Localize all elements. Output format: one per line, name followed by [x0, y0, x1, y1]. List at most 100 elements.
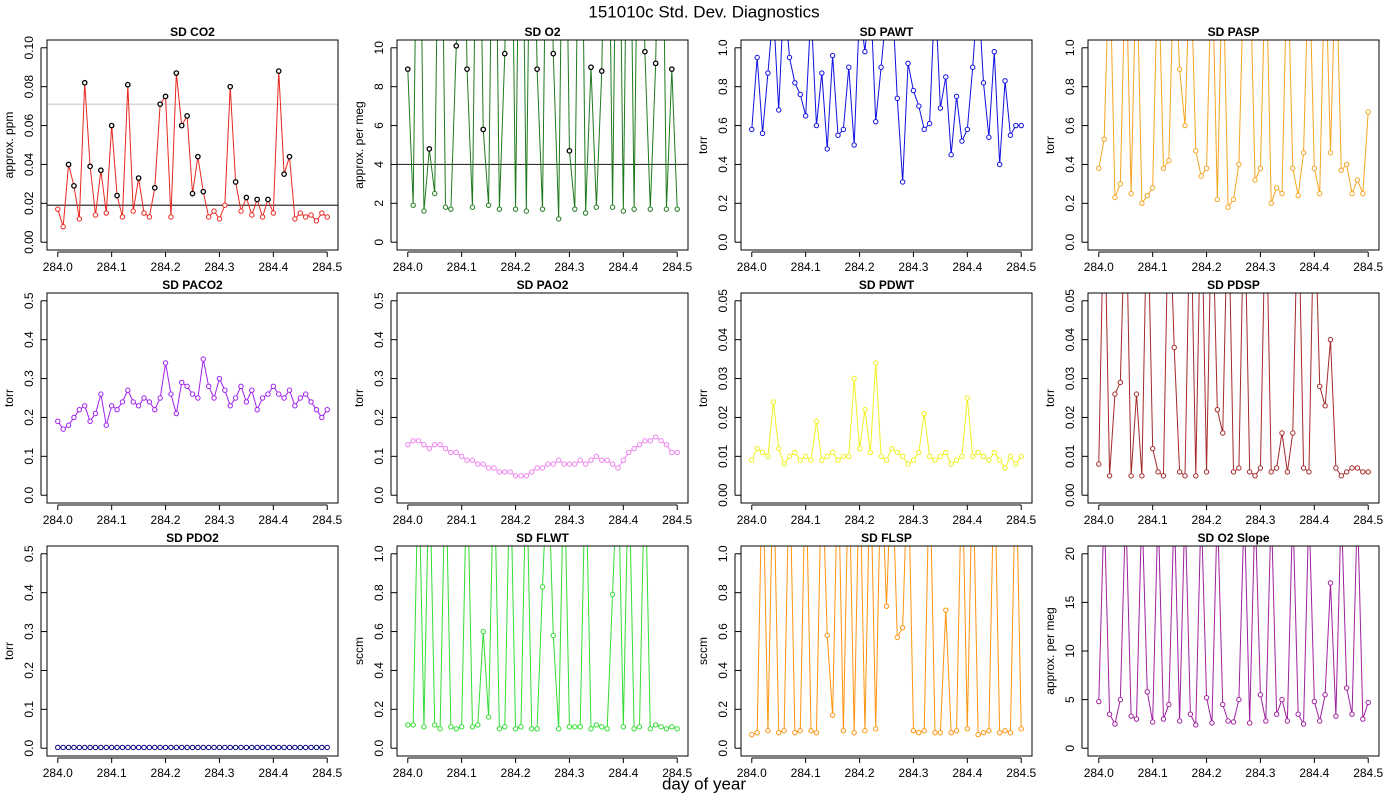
- panel-title: SD PAWT: [860, 25, 914, 39]
- data-point: [211, 395, 217, 401]
- y-tick-label: 1.0: [372, 545, 386, 562]
- panel-title: SD PDO2: [166, 531, 219, 545]
- data-point: [200, 188, 207, 195]
- y-tick-label: 0.4: [372, 662, 386, 679]
- x-tick-label: 284.5: [1353, 766, 1383, 780]
- data-point: [964, 395, 971, 401]
- data-point: [410, 722, 416, 728]
- panel-title: SD O2: [524, 25, 560, 39]
- data-point: [534, 726, 540, 732]
- data-point: [1300, 150, 1307, 156]
- data-point: [1214, 196, 1221, 203]
- data-point: [1128, 713, 1134, 719]
- x-tick-label: 284.3: [554, 766, 584, 780]
- data-point: [1273, 185, 1280, 191]
- data-point: [776, 107, 782, 113]
- x-tick-label: 284.5: [1006, 513, 1036, 527]
- y-axis-label: sccm: [696, 637, 710, 665]
- x-tick-label: 284.2: [151, 513, 181, 527]
- data-point: [878, 64, 884, 70]
- data-point: [65, 161, 72, 168]
- data-point: [964, 126, 971, 133]
- data-point: [421, 208, 427, 214]
- x-tick-label: 284.4: [952, 513, 982, 527]
- y-tick-label: 0.6: [716, 623, 730, 640]
- x-tick-label: 284.2: [151, 260, 181, 274]
- data-point: [555, 726, 562, 732]
- y-tick-label: 0.5: [22, 292, 36, 309]
- data-point: [157, 744, 163, 751]
- y-tick-label: 4: [372, 161, 386, 168]
- data-point: [76, 406, 83, 413]
- data-point: [1300, 465, 1307, 471]
- data-point: [87, 744, 93, 751]
- x-tick-label: 284.0: [43, 260, 73, 274]
- data-point: [1166, 157, 1172, 164]
- data-point: [87, 418, 93, 425]
- data-point: [1018, 122, 1024, 129]
- data-point: [674, 726, 680, 732]
- x-tick-label: 284.1: [1138, 513, 1168, 527]
- data-point: [749, 731, 755, 738]
- data-point: [813, 122, 820, 129]
- data-point: [313, 744, 320, 751]
- data-point: [1199, 182, 1203, 186]
- data-point: [851, 142, 857, 148]
- panel: SD PAO2 torr 0.0 0.1 0.2 0.3 0.4 0.5 284.0 284.1 2…: [352, 278, 692, 527]
- data-point: [485, 465, 492, 471]
- x-tick-label: 284.1: [447, 513, 477, 527]
- data-point: [135, 744, 142, 751]
- plot-frame: [740, 292, 1033, 504]
- data-point: [583, 454, 587, 458]
- data-point: [1338, 473, 1344, 479]
- data-point: [1160, 165, 1167, 172]
- y-tick-label: 0.3: [22, 370, 36, 387]
- y-tick-label: 0.04: [1063, 328, 1077, 352]
- data-point: [319, 414, 325, 421]
- data-point: [453, 42, 460, 49]
- data-point: [319, 744, 325, 751]
- data-point: [302, 744, 309, 751]
- data-point: [1242, 182, 1246, 186]
- panel: SD FLSP sccm 0.0 0.2 0.4 0.6 0.8 1.0 284.0 284.1 2…: [696, 531, 1036, 780]
- data-point: [114, 406, 120, 413]
- data-point: [432, 190, 438, 197]
- data-point: [238, 383, 244, 390]
- y-tick-label: 0.0: [22, 487, 36, 504]
- y-tick-label: 0.2: [372, 701, 386, 718]
- data-point: [496, 726, 503, 732]
- data-point: [523, 208, 530, 214]
- data-point: [292, 744, 298, 751]
- data-point: [415, 438, 422, 444]
- data-point: [324, 214, 330, 220]
- data-point: [141, 395, 147, 401]
- data-point: [1230, 469, 1237, 475]
- data-point: [652, 434, 659, 440]
- data-point: [588, 64, 594, 71]
- data-point: [776, 729, 782, 736]
- data-point: [1317, 383, 1323, 390]
- data-point: [593, 453, 600, 460]
- data-point: [1230, 196, 1237, 203]
- data-point: [1263, 718, 1269, 724]
- data-point: [1112, 721, 1118, 727]
- data-point: [205, 214, 212, 220]
- data-point: [146, 744, 153, 751]
- data-point: [259, 395, 266, 401]
- data-point: [200, 744, 206, 751]
- data-point: [458, 453, 465, 460]
- x-tick-label: 284.2: [501, 513, 531, 527]
- data-point: [1187, 711, 1194, 717]
- y-tick-label: 0.3: [372, 370, 386, 387]
- data-point: [631, 206, 637, 212]
- data-point: [1220, 430, 1226, 436]
- y-tick-label: 0.4: [716, 156, 730, 173]
- data-point: [1236, 465, 1242, 471]
- data-point: [862, 48, 868, 55]
- data-point: [458, 724, 465, 730]
- x-tick-label: 284.1: [791, 260, 821, 274]
- x-tick-label: 284.0: [1084, 766, 1114, 780]
- x-tick-label: 284.2: [845, 260, 875, 274]
- data-point: [932, 729, 938, 736]
- x-tick-label: 284.2: [1192, 260, 1222, 274]
